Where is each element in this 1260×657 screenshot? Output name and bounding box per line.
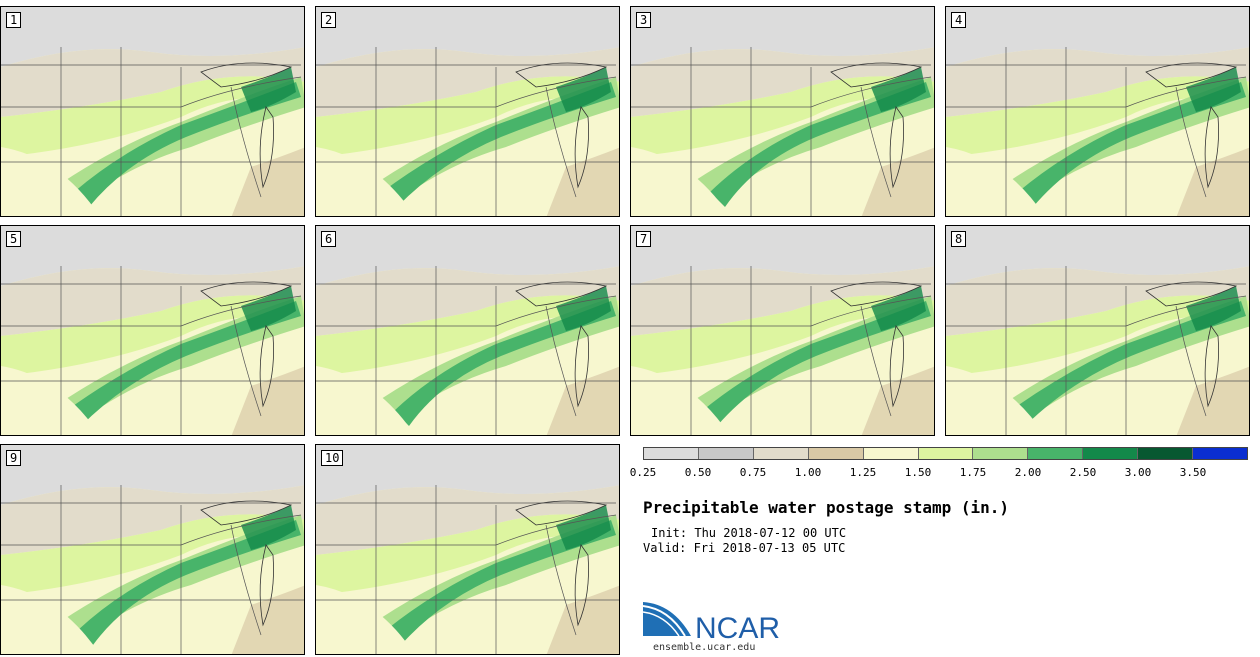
colorbar-bin-2 [752, 448, 808, 459]
colorbar-tick: 1.25 [849, 466, 877, 479]
panel-number: 5 [6, 231, 22, 247]
precipitable-water-map [316, 445, 619, 654]
valid-time: Fri 2018-07-13 05 UTC [693, 541, 846, 555]
precipitable-water-map [631, 7, 934, 216]
precipitable-water-map [946, 226, 1249, 435]
panel-2: 2 [315, 6, 620, 217]
colorbar-tick: 3.00 [1124, 466, 1152, 479]
panel-number: 6 [321, 231, 337, 247]
init-label: Init: [651, 526, 688, 540]
panel-10: 10 [315, 444, 620, 655]
panel-number: 4 [951, 12, 967, 28]
colorbar-bin-0 [644, 448, 698, 459]
panel-5: 5 [0, 225, 305, 436]
precipitable-water-map [1, 7, 304, 216]
panel-number: 10 [321, 450, 344, 466]
colorbar-bin-8 [1082, 448, 1138, 459]
colorbar-bin-3 [807, 448, 863, 459]
colorbar-bin-1 [697, 448, 753, 459]
colorbar-bin-9 [1137, 448, 1193, 459]
valid-row: Valid: Fri 2018-07-13 05 UTC [643, 541, 845, 555]
precipitable-water-map [946, 7, 1249, 216]
logo-text: NCAR [695, 612, 780, 642]
panel-4: 4 [945, 6, 1250, 217]
valid-label: Valid: [643, 541, 687, 555]
colorbar-tick: 0.25 [629, 466, 657, 479]
colorbar-tick: 3.50 [1179, 466, 1207, 479]
site-url: ensemble.ucar.edu [653, 642, 756, 653]
precipitable-water-map [1, 226, 304, 435]
panel-8: 8 [945, 225, 1250, 436]
panel-1: 1 [0, 6, 305, 217]
panel-number: 7 [636, 231, 652, 247]
panel-number: 2 [321, 12, 337, 28]
precipitable-water-map [316, 226, 619, 435]
colorbar-tick: 1.75 [959, 466, 987, 479]
panel-number: 3 [636, 12, 652, 28]
colorbar-bin-4 [862, 448, 918, 459]
panel-9: 9 [0, 444, 305, 655]
figure-title: Precipitable water postage stamp (in.) [643, 498, 1010, 517]
precipitable-water-map [316, 7, 619, 216]
panel-7: 7 [630, 225, 935, 436]
colorbar-tick: 2.50 [1069, 466, 1097, 479]
colorbar-tick: 0.50 [684, 466, 712, 479]
colorbar-bin-10 [1192, 448, 1247, 459]
init-row: Init: Thu 2018-07-12 00 UTC [651, 526, 846, 540]
ncar-logo-icon: NCAR [642, 600, 793, 645]
precipitable-water-map [631, 226, 934, 435]
panel-3: 3 [630, 6, 935, 217]
panel-number: 9 [6, 450, 22, 466]
init-time: Thu 2018-07-12 00 UTC [694, 526, 847, 540]
panel-number: 1 [6, 12, 22, 28]
colorbar [643, 447, 1248, 460]
panel-6: 6 [315, 225, 620, 436]
colorbar-bin-6 [972, 448, 1028, 459]
colorbar-tick: 1.00 [794, 466, 822, 479]
colorbar-bin-7 [1027, 448, 1083, 459]
colorbar-tick: 2.00 [1014, 466, 1042, 479]
precipitable-water-map [1, 445, 304, 654]
colorbar-tick: 0.75 [739, 466, 767, 479]
colorbar-tick: 1.50 [904, 466, 932, 479]
colorbar-bin-5 [917, 448, 973, 459]
panel-number: 8 [951, 231, 967, 247]
